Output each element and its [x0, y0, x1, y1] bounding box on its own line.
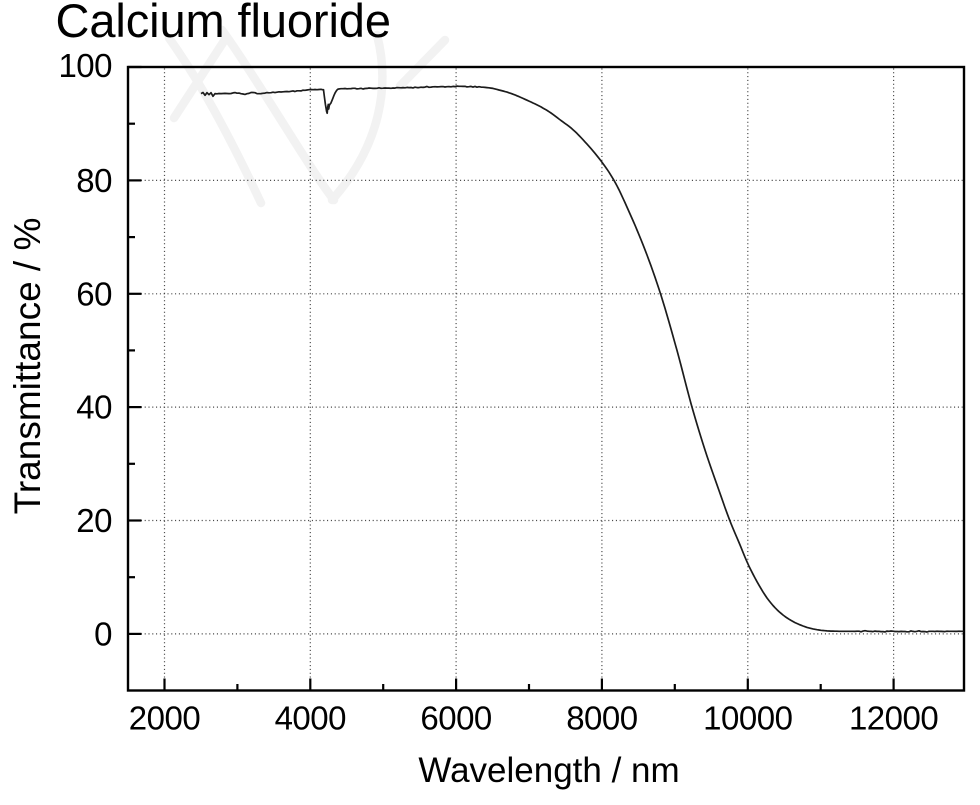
- svg-text:80: 80: [76, 162, 112, 199]
- svg-text:Transmittance / %: Transmittance / %: [7, 218, 48, 515]
- svg-text:Wavelength / nm: Wavelength / nm: [418, 751, 679, 790]
- svg-text:20: 20: [76, 502, 112, 539]
- svg-text:6000: 6000: [420, 700, 492, 737]
- svg-text:12000: 12000: [849, 700, 938, 737]
- svg-text:4000: 4000: [275, 700, 347, 737]
- svg-text:Calcium fluoride: Calcium fluoride: [56, 0, 391, 47]
- svg-text:60: 60: [76, 275, 112, 312]
- svg-text:100: 100: [58, 47, 112, 84]
- svg-text:10000: 10000: [703, 700, 792, 737]
- svg-text:2000: 2000: [129, 700, 201, 737]
- svg-text:8000: 8000: [566, 700, 638, 737]
- svg-text:40: 40: [76, 389, 112, 426]
- svg-text:0: 0: [94, 615, 112, 652]
